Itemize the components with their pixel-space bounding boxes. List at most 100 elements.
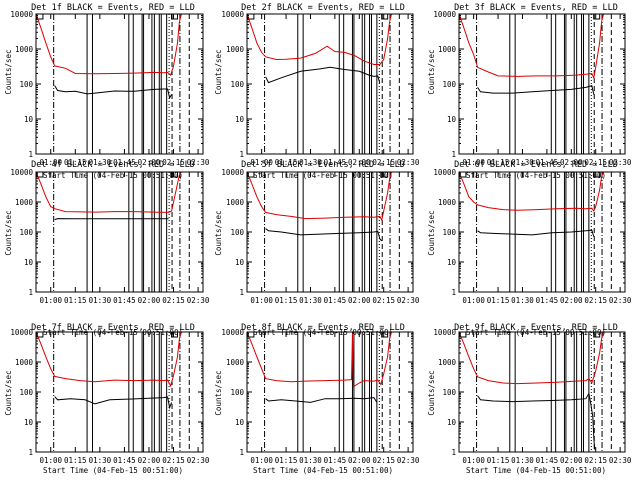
series-line-events: [265, 228, 383, 242]
y-tick-label: 10: [24, 418, 34, 427]
x-axis-label: Start Time (04-Feb-15 00:51:00): [466, 466, 606, 475]
series-line-lld: [36, 172, 182, 213]
series-group: [459, 332, 604, 450]
x-tick-label: 02:15: [162, 456, 185, 465]
x-tick-label: 01:15: [275, 456, 298, 465]
x-tick-label: 02:30: [397, 158, 420, 167]
y-tick-label: 1: [451, 288, 456, 297]
series-group: [36, 172, 182, 221]
x-tick-label: 02:15: [372, 296, 395, 305]
y-tick-label: 1: [28, 150, 33, 159]
y-tick-label: 100: [442, 388, 456, 397]
series-group: [247, 14, 392, 84]
y-axis-label: Counts/sec: [214, 210, 223, 255]
series-group: [247, 332, 392, 403]
x-tick-label: 02:00: [348, 456, 371, 465]
y-tick-label: 10000: [433, 328, 456, 337]
series-line-events: [54, 218, 169, 221]
y-axis-label: Counts/sec: [4, 49, 13, 94]
y-tick-label: 1000: [438, 45, 457, 54]
y-tick-label: 10: [447, 418, 457, 427]
y-tick-label: 1000: [15, 358, 34, 367]
y-axis-label: Counts/sec: [4, 210, 13, 255]
series-line-events: [265, 66, 381, 84]
x-tick-label: 01:00: [462, 456, 485, 465]
y-tick-label: 10000: [433, 168, 456, 177]
x-tick-label: 01:30: [511, 158, 534, 167]
y-tick-label: 1000: [15, 198, 34, 207]
y-tick-label: 10000: [10, 168, 33, 177]
x-tick-label: 01:45: [536, 158, 559, 167]
y-tick-label: 10: [447, 115, 457, 124]
y-tick-label: 100: [442, 80, 456, 89]
x-tick-label: 01:15: [487, 296, 510, 305]
x-tick-label: 01:30: [299, 296, 322, 305]
series-line-events: [54, 396, 173, 410]
x-tick-label: 02:15: [162, 158, 185, 167]
series-line-lld: [459, 172, 604, 213]
series-group: [36, 332, 182, 410]
y-tick-label: 10: [24, 258, 34, 267]
panel-det-9f: Det 9f BLACK = Events, RED = LLD Start T…: [427, 323, 632, 475]
x-tick-label: 01:00: [250, 158, 273, 167]
y-tick-label: 10000: [10, 328, 33, 337]
series-group: [459, 172, 604, 237]
y-tick-label: 1000: [438, 198, 457, 207]
series-line-lld: [459, 14, 604, 80]
x-tick-label: 01:30: [89, 296, 112, 305]
x-tick-label: 02:30: [187, 456, 210, 465]
x-tick-label: 01:00: [250, 296, 273, 305]
y-axis-label: Counts/sec: [427, 49, 436, 94]
x-tick-label: 02:15: [372, 158, 395, 167]
y-tick-label: 10000: [221, 168, 244, 177]
panel-title: Det 5f BLACK = Events, RED = LLD: [241, 160, 405, 170]
x-tick-label: 01:00: [39, 158, 62, 167]
panel-det-7f: Det 7f BLACK = Events, RED = LLD Start T…: [4, 323, 210, 475]
panel-title: Det 2f BLACK = Events, RED = LLD: [241, 3, 405, 13]
panel-title: Det 9f BLACK = Events, RED = LLD: [454, 323, 618, 333]
x-tick-label: 02:15: [584, 296, 607, 305]
x-tick-label: 02:00: [560, 296, 583, 305]
series-line-events: [265, 397, 378, 403]
panel-title: Det 6f BLACK = Events, RED = LLD: [454, 160, 618, 170]
y-tick-label: 1: [451, 448, 456, 457]
x-tick-label: 01:45: [324, 296, 347, 305]
y-axis-label: Counts/sec: [214, 370, 223, 415]
panel-title: Det 7f BLACK = Events, RED = LLD: [31, 323, 195, 333]
y-tick-label: 10: [235, 115, 245, 124]
x-tick-label: 01:45: [324, 158, 347, 167]
y-tick-label: 100: [230, 80, 244, 89]
y-tick-label: 10000: [433, 10, 456, 19]
series-line-lld: [247, 172, 392, 222]
x-tick-label: 01:00: [39, 296, 62, 305]
x-tick-label: 02:00: [560, 158, 583, 167]
series-line-events: [477, 229, 595, 237]
x-axis-label: Start Time (04-Feb-15 00:51:00): [253, 171, 393, 180]
x-tick-label: 01:00: [462, 158, 485, 167]
x-axis-label: Start Time (04-Feb-15 00:51:00): [43, 466, 183, 475]
x-tick-label: 01:15: [64, 296, 87, 305]
y-tick-label: 1000: [226, 198, 245, 207]
x-tick-label: 02:30: [609, 296, 632, 305]
x-tick-label: 01:45: [536, 296, 559, 305]
x-tick-label: 02:30: [609, 158, 632, 167]
x-tick-label: 01:45: [324, 456, 347, 465]
series-group: [36, 14, 182, 100]
y-axis-label: Counts/sec: [214, 49, 223, 94]
panel-det-8f: Det 8f BLACK = Events, RED = LLD Start T…: [214, 323, 420, 475]
y-tick-label: 10000: [221, 328, 244, 337]
x-tick-label: 02:00: [138, 158, 161, 167]
panel-det-1f: Det 1f BLACK = Events, RED = LLD Start T…: [4, 3, 210, 180]
series-line-lld: [247, 332, 392, 388]
x-tick-label: 02:00: [348, 158, 371, 167]
y-tick-label: 1: [239, 150, 244, 159]
x-tick-label: 01:30: [89, 158, 112, 167]
y-axis-label: Counts/sec: [427, 370, 436, 415]
x-tick-label: 01:15: [64, 456, 87, 465]
x-tick-label: 01:15: [487, 456, 510, 465]
series-group: [459, 14, 604, 95]
x-axis-label: Start Time (04-Feb-15 00:51:00): [43, 171, 183, 180]
x-tick-label: 01:30: [511, 296, 534, 305]
x-tick-label: 02:15: [372, 456, 395, 465]
series-line-lld: [247, 14, 392, 65]
